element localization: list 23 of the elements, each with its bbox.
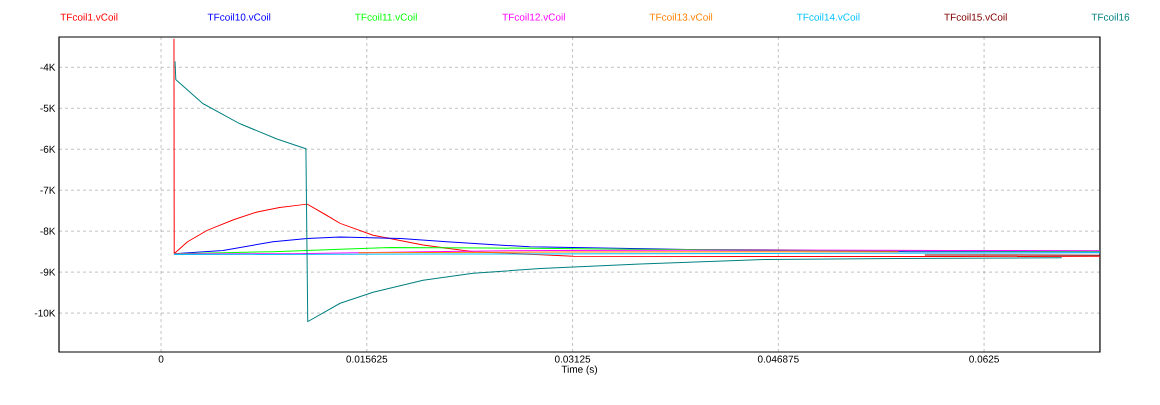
- text: TFcoil16: [1091, 13, 1130, 21]
- text: TFcoil14.vCoil: [796, 13, 860, 21]
- text: TFcoil15.vCoil: [944, 13, 1007, 21]
- text: TFcoil13.vCoil: [649, 13, 713, 21]
- x-tick-label: 0.03125: [554, 355, 591, 363]
- line-series: [174, 60, 1063, 323]
- x-tick-label: 0: [158, 355, 164, 363]
- text: TFcoil12.vCoil: [502, 13, 565, 21]
- x-axis-title: Time (s): [561, 365, 597, 375]
- y-tick-label: -5K: [40, 104, 56, 112]
- y-tick-label: -7K: [40, 186, 56, 194]
- x-tick-label: 0.0625: [969, 355, 999, 363]
- y-tick-label: -6K: [40, 145, 56, 153]
- y-tick-label: -8K: [40, 227, 56, 235]
- text: TFcoil1.vCoil: [60, 13, 118, 21]
- x-tick-label: 0.015625: [346, 355, 388, 363]
- y-tick-label: -10K: [34, 309, 56, 317]
- text: TFcoil11.vCoil: [355, 13, 417, 21]
- y-tick-label: -4K: [40, 63, 56, 71]
- text: TFcoil10.vCoil: [207, 13, 271, 21]
- x-tick-label: 0.046875: [757, 355, 799, 363]
- line-series: [173, 38, 1100, 258]
- y-tick-label: -9K: [40, 268, 56, 276]
